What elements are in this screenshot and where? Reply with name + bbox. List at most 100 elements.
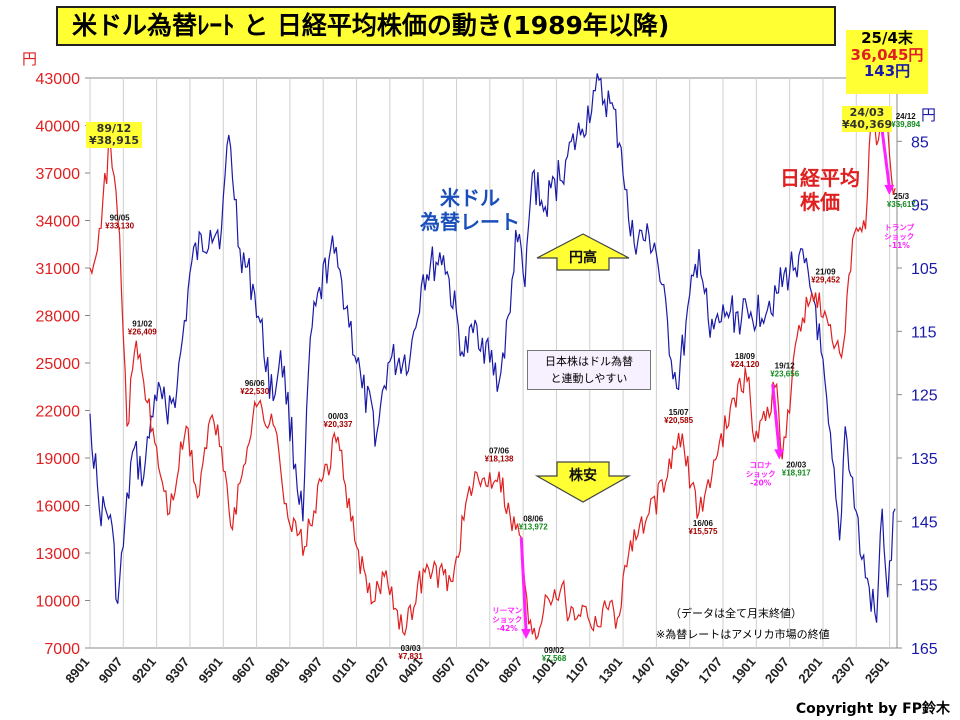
annotation-date: 20/03 bbox=[786, 460, 807, 469]
x-tick-label: 0507 bbox=[429, 654, 459, 686]
y-right-tick-label: 145 bbox=[911, 514, 938, 531]
annotation-date: 15/07 bbox=[669, 408, 690, 417]
crisis-arrow-corona bbox=[771, 384, 781, 452]
annotation-value: ¥22,530 bbox=[240, 387, 269, 396]
crisis-arrow-lehman-head bbox=[521, 629, 532, 640]
y-left-tick-label: 7000 bbox=[44, 641, 80, 658]
annotation-value: ¥35,617 bbox=[887, 200, 916, 209]
y-left-tick-label: 34000 bbox=[36, 214, 81, 231]
crisis-label: ショック bbox=[884, 231, 914, 241]
y-left-tick-label: 16000 bbox=[36, 499, 81, 516]
crisis-label: トランプ bbox=[884, 222, 914, 232]
annotation-value: ¥20,585 bbox=[664, 416, 693, 425]
x-tick-label: 1901 bbox=[729, 654, 759, 686]
annotation-value: ¥23,656 bbox=[770, 369, 799, 378]
y-left-tick-label: 25000 bbox=[36, 356, 81, 373]
copyright: Copyright by FP鈴木 bbox=[795, 701, 950, 717]
x-tick-label: 0101 bbox=[329, 654, 359, 686]
crisis-arrow-lehman bbox=[519, 537, 528, 632]
crisis-label: -20% bbox=[750, 479, 772, 488]
x-tick-label: 9607 bbox=[229, 654, 259, 686]
annotation-value: ¥39,894 bbox=[891, 120, 920, 129]
callout-2024-date: 24/03 bbox=[849, 106, 885, 119]
crisis-arrow-corona-head bbox=[774, 449, 785, 460]
x-tick-label: 1707 bbox=[695, 654, 725, 686]
annotation-value: ¥13,972 bbox=[519, 523, 548, 532]
y-left-tick-label: 43000 bbox=[36, 71, 81, 88]
y-right-tick-label: 115 bbox=[911, 324, 937, 341]
y-left-tick-label: 40000 bbox=[36, 119, 81, 136]
annotation-date: 09/02 bbox=[544, 646, 565, 655]
x-tick-label: 9307 bbox=[162, 654, 192, 686]
annotation-value: ¥18,917 bbox=[782, 468, 811, 477]
annotation-date: 00/03 bbox=[328, 412, 349, 421]
x-tick-label: 2501 bbox=[862, 654, 892, 686]
crisis-label: コロナ bbox=[749, 461, 772, 470]
annotation-value: ¥18,138 bbox=[485, 455, 514, 464]
crisis-arrow-trump bbox=[880, 126, 891, 188]
y-left-tick-label: 10000 bbox=[36, 594, 81, 611]
annotation-date: 96/06 bbox=[245, 379, 266, 388]
annotation-date: 08/06 bbox=[523, 515, 544, 524]
crisis-label: リーマン bbox=[492, 606, 522, 615]
crisis-label: ショック bbox=[492, 614, 522, 624]
chart-title: 米ドル為替ﾚｰﾄ と 日経平均株価の動き(1989年以降) bbox=[56, 6, 836, 46]
callout-2024-value: ¥40,369 bbox=[842, 118, 893, 132]
x-tick-label: 1301 bbox=[595, 654, 625, 686]
x-tick-label: 1601 bbox=[662, 654, 692, 686]
stock-down-arrow-label: 株安 bbox=[569, 467, 597, 484]
y-right-tick-label: 165 bbox=[911, 641, 938, 658]
annotation-value: ¥29,452 bbox=[811, 276, 840, 285]
x-tick-label: 1107 bbox=[562, 654, 592, 685]
y-right-tick-label: 105 bbox=[911, 261, 938, 278]
usd-series-line bbox=[89, 73, 896, 623]
annotation-date: 91/02 bbox=[132, 320, 153, 329]
callout-1989-value: ¥38,915 bbox=[88, 134, 140, 148]
y-left-tick-label: 28000 bbox=[36, 309, 81, 326]
y-right-tick-label: 125 bbox=[911, 388, 938, 405]
y-left-tick-label: 19000 bbox=[36, 451, 81, 468]
y-left-tick-label: 31000 bbox=[36, 261, 81, 278]
y-right-tick-label: 155 bbox=[911, 578, 938, 595]
annotation-date: 16/06 bbox=[693, 519, 714, 528]
y-left-tick-label: 13000 bbox=[36, 546, 81, 563]
x-tick-label: 2201 bbox=[795, 654, 825, 686]
x-tick-label: 2007 bbox=[762, 654, 792, 686]
right-axis-unit: 円 bbox=[921, 106, 937, 124]
annotation-date: 07/06 bbox=[489, 447, 510, 456]
left-axis-unit: 円 bbox=[22, 50, 38, 68]
x-tick-label: 1407 bbox=[629, 654, 659, 686]
latest-nikkei: 36,045円 bbox=[850, 45, 924, 64]
footnote-data: （データは全て月末終値） bbox=[670, 607, 802, 620]
latest-box: 25/4末 36,045円 143円 bbox=[846, 30, 928, 94]
annotation-date: 03/03 bbox=[401, 644, 422, 653]
callout-1989: 89/12 ¥38,915 bbox=[86, 122, 142, 149]
x-tick-label: 9007 bbox=[96, 654, 126, 686]
annotation-value: ¥7,831 bbox=[398, 652, 423, 661]
y-right-tick-label: 85 bbox=[911, 134, 929, 151]
annotation-value: ¥24,120 bbox=[730, 360, 759, 369]
x-tick-label: 0207 bbox=[362, 654, 392, 686]
annotation-value: ¥26,409 bbox=[128, 328, 157, 337]
nikkei-series-label: 日経平均 株価 bbox=[780, 166, 860, 214]
latest-usd: 143円 bbox=[863, 62, 911, 80]
callout-2024: 24/03 ¥40,369 bbox=[842, 106, 893, 133]
annotation-date: 25/3 bbox=[894, 192, 910, 201]
annotation-date: 19/12 bbox=[775, 361, 796, 370]
x-tick-label: 8901 bbox=[62, 654, 92, 686]
y-left-tick-label: 22000 bbox=[36, 404, 81, 421]
annotation-value: ¥15,575 bbox=[688, 527, 717, 536]
nikkei-series-line bbox=[89, 113, 896, 641]
annotation-value: ¥7,568 bbox=[542, 654, 567, 663]
annotation-value: ¥33,130 bbox=[105, 221, 134, 230]
y-right-tick-label: 135 bbox=[911, 451, 938, 468]
annotation-date: 18/09 bbox=[735, 352, 756, 361]
latest-label: 25/4末 bbox=[861, 29, 913, 47]
stock-down-arrow bbox=[534, 461, 632, 503]
annotation-value: ¥20,337 bbox=[324, 420, 353, 429]
yen-strong-arrow-label: 円高 bbox=[569, 249, 597, 266]
x-tick-label: 0701 bbox=[462, 654, 492, 686]
callout-1989-date: 89/12 bbox=[96, 122, 132, 135]
y-left-tick-label: 37000 bbox=[36, 166, 81, 183]
y-right-tick-label: 95 bbox=[911, 198, 929, 215]
